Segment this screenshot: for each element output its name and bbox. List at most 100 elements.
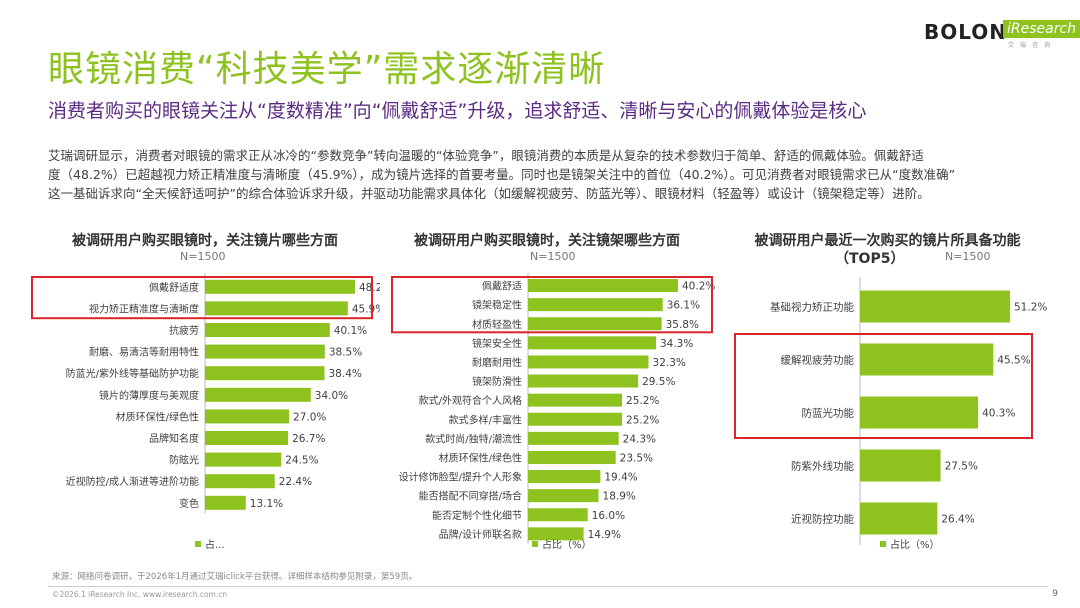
iresearch-logo: iResearch <box>1003 20 1080 38</box>
summary-line: 度（48.2%）已超越视力矫正精准度与清晰度（45.9%），成为镜片选择的首要考… <box>48 167 956 182</box>
bar <box>528 450 616 464</box>
value-label: 40.1% <box>334 325 367 337</box>
category-label: 设计修饰脸型/提升个人形象 <box>399 471 522 484</box>
value-label: 48.2% <box>359 282 380 294</box>
chart3-title-top5: （TOP5） <box>835 251 905 267</box>
value-label: 40.3% <box>982 408 1015 420</box>
bar <box>528 298 663 312</box>
category-label: 缓解视疲劳功能 <box>781 354 855 367</box>
value-label: 34.0% <box>315 390 348 402</box>
value-label: 24.3% <box>623 433 656 445</box>
value-label: 25.2% <box>626 395 659 407</box>
category-label: 镜架稳定性 <box>472 299 522 312</box>
value-label: 38.5% <box>329 347 362 359</box>
category-label: 材质环保性/绿色性 <box>439 451 522 464</box>
value-label: 23.5% <box>620 452 653 464</box>
value-label: 51.2% <box>1014 302 1047 314</box>
page-title: 眼镜消费“科技美学”需求逐渐清晰 <box>48 49 606 90</box>
value-label: 29.5% <box>642 376 675 388</box>
bar <box>528 527 584 541</box>
value-label: 16.0% <box>592 510 625 522</box>
category-label: 款式多样/丰富性 <box>449 413 522 426</box>
value-label: 14.9% <box>588 529 621 541</box>
category-label: 变色 <box>179 497 199 510</box>
category-label: 耐磨、易清洁等耐用特性 <box>89 346 199 359</box>
value-label: 27.0% <box>293 411 326 423</box>
category-label: 耐磨耐用性 <box>472 356 522 369</box>
bar <box>205 301 348 316</box>
chart2-svg: 佩戴舒适 40.2% 镜架稳定性 36.1% 材质轻盈性 35.8% 镜架安全性 34.3% 耐… <box>391 273 715 551</box>
value-label: 27.5% <box>945 461 978 473</box>
legend-label: 占... <box>205 538 225 551</box>
category-label: 材质环保性/绿色性 <box>116 410 199 423</box>
chart2-sample-size: N=1500 <box>530 250 576 263</box>
bar <box>205 474 275 489</box>
chart2-title: 被调研用户购买眼镜时，关注镜架哪些方面 <box>414 233 680 249</box>
bar <box>528 317 662 331</box>
chart1-svg: 佩戴舒适度48.2%视力矫正精准度与清晰度45.9%抗疲劳40.1%耐磨、易清洁… <box>31 273 380 551</box>
legend-swatch <box>532 541 538 547</box>
value-label: 26.7% <box>292 433 325 445</box>
highlight-box <box>391 276 713 334</box>
bar <box>528 508 588 522</box>
bar <box>860 343 994 376</box>
value-label: 40.2% <box>682 281 715 293</box>
chart3-sample-size: N=1500 <box>945 250 991 263</box>
bar <box>528 374 639 388</box>
category-label: 佩戴舒适度 <box>149 281 199 294</box>
category-label: 款式时尚/独特/潮流性 <box>425 432 522 445</box>
category-label: 近视防控/成人渐进等进阶功能 <box>66 475 199 488</box>
legend-label: 占比（%） <box>542 538 592 551</box>
category-label: 品牌/设计师联名款 <box>439 528 522 541</box>
bar <box>860 502 938 535</box>
category-label: 能否定制个性化细节 <box>432 509 522 522</box>
value-label: 24.5% <box>285 455 318 467</box>
value-label: 38.4% <box>329 368 362 380</box>
bar <box>205 366 325 381</box>
copyright: ©2026.1 iResearch Inc. www.iresearch.com… <box>52 590 228 599</box>
category-label: 材质轻盈性 <box>472 318 522 331</box>
category-label: 防蓝光/紫外线等基础防护功能 <box>66 367 199 380</box>
value-label: 18.9% <box>603 491 636 503</box>
category-label: 防眩光 <box>169 454 199 467</box>
value-label: 45.5% <box>997 355 1030 367</box>
category-label: 品牌知名度 <box>149 432 199 445</box>
value-label: 13.1% <box>250 498 283 510</box>
category-label: 佩戴舒适 <box>482 280 522 293</box>
category-label: 镜架防滑性 <box>472 375 522 388</box>
bar <box>860 396 979 429</box>
source-note: 来源：网络问卷调研，于2026年1月通过艾瑞iclick平台获得。详细样本结构参… <box>52 572 418 582</box>
category-label: 镜片的薄厚度与美观度 <box>99 389 199 402</box>
legend-label: 占比（%） <box>890 538 940 551</box>
bar <box>528 412 623 426</box>
bar <box>205 495 246 510</box>
footer-divider <box>48 586 1048 587</box>
bar <box>528 470 601 484</box>
chart3-svg: 基础视力矫正功能 51.2% 缓解视疲劳功能 45.5% 防蓝光功能 40.3% 防紫外线功… <box>734 277 1047 551</box>
bar <box>205 452 282 467</box>
value-label: 35.8% <box>666 319 699 331</box>
value-label: 22.4% <box>279 476 312 488</box>
highlight-box <box>31 276 373 320</box>
bolon-logo: BOLON <box>924 20 1008 44</box>
category-label: 抗疲劳 <box>169 324 199 337</box>
category-label: 近视防控功能 <box>791 513 854 526</box>
summary-paragraph: 艾瑞调研显示，消费者对眼镜的需求正从冰冷的“参数竞争”转向温暖的“体验竞争”，眼… <box>48 146 1038 203</box>
category-label: 镜架安全性 <box>472 337 522 350</box>
bar <box>528 336 656 350</box>
bar <box>205 279 355 294</box>
bar <box>528 279 678 293</box>
bar <box>205 409 290 424</box>
category-label: 能否搭配不同穿搭/场合 <box>419 490 522 503</box>
bar <box>205 323 330 337</box>
value-label: 36.1% <box>667 300 700 312</box>
value-label: 32.3% <box>653 357 686 369</box>
bar <box>528 355 649 369</box>
bar <box>528 489 599 503</box>
category-label: 款式/外观符合个人风格 <box>419 394 522 407</box>
value-label: 19.4% <box>604 472 637 484</box>
category-label: 视力矫正精准度与清晰度 <box>89 302 199 315</box>
summary-line: 这一基础诉求向“全天候舒适呵护”的综合体验诉求升级，并驱动功能需求具体化（如缓解… <box>48 186 930 201</box>
value-label: 34.3% <box>660 338 693 350</box>
